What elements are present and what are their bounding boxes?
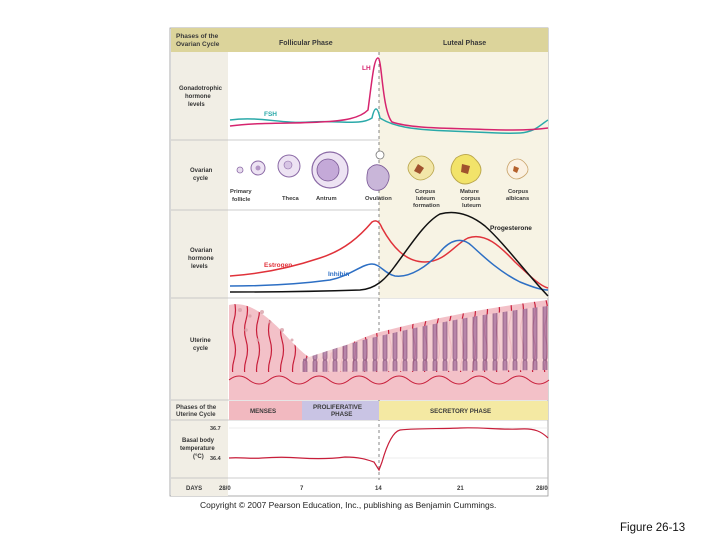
ovulation-follicle-icon xyxy=(366,164,390,191)
fsh-label: FSH xyxy=(264,111,277,118)
copyright-notice: Copyright © 2007 Pearson Education, Inc.… xyxy=(200,500,497,510)
day-tick-0: 28/0 xyxy=(219,486,231,492)
corpus-luteum-formation-label-2: luteum xyxy=(416,196,435,202)
figure-caption: Figure 26-13 xyxy=(620,522,686,534)
proliferative-bar xyxy=(302,401,379,420)
primary-follicle-label-1: Primary xyxy=(230,189,252,195)
estrogen-label: Estrogen xyxy=(264,262,292,269)
row-label-column xyxy=(171,52,228,496)
lh-label: LH xyxy=(362,65,371,72)
ovarian-hormone-label-2: hormone xyxy=(188,256,214,262)
corpus-albicans-label-2: albicans xyxy=(506,196,529,202)
temp-high-label: 36.7 xyxy=(210,426,221,432)
primary-follicle-label-2: follicle xyxy=(232,197,251,203)
secretory-label: SECRETORY PHASE xyxy=(430,408,491,415)
ovarian-illustrations xyxy=(236,150,529,191)
day-tick-14: 14 xyxy=(375,486,382,492)
mature-corpus-luteum-label-2: corpus xyxy=(461,196,480,202)
theca-label: Theca xyxy=(282,196,300,202)
phases-label-1: Phases of the xyxy=(176,33,219,40)
ovarian-hormone-label-3: levels xyxy=(191,264,208,270)
phases-label-2: Ovarian Cycle xyxy=(176,41,220,48)
proliferative-label-2: PHASE xyxy=(331,411,352,418)
proliferative-label-1: PROLIFERATIVE xyxy=(313,404,362,411)
ovulation-oocyte-icon xyxy=(375,150,385,160)
antrum-label: Antrum xyxy=(316,196,337,202)
uterine-lining-illustration xyxy=(228,300,550,400)
lh-curve xyxy=(229,57,549,131)
mature-corpus-luteum-label-1: Mature xyxy=(460,189,480,195)
temp-low-label: 36.4 xyxy=(210,456,222,462)
inhibin-curve xyxy=(229,239,549,291)
uterine-phases-label-2: Uterine Cycle xyxy=(176,411,216,418)
primary-follicle-small-icon xyxy=(236,166,244,174)
menses-label: MENSES xyxy=(250,408,276,415)
ovarian-cycle-label-1: Ovarian xyxy=(190,168,213,174)
gonadotrophic-label-2: hormone xyxy=(185,94,211,100)
day-tick-7: 7 xyxy=(300,486,304,492)
corpus-luteum-formation-label-3: formation xyxy=(413,203,440,209)
day-tick-21: 21 xyxy=(457,486,464,492)
ovarian-cycle-label-2: cycle xyxy=(193,176,209,182)
uterine-cycle-label-1: Uterine xyxy=(190,338,211,344)
progesterone-curve xyxy=(229,211,549,297)
ovarian-hormone-label-1: Ovarian xyxy=(190,248,213,254)
ovulation-label: Ovulation xyxy=(365,196,392,202)
inhibin-label: Inhibin xyxy=(328,271,349,278)
progesterone-label: Progesterone xyxy=(490,225,532,232)
days-label: DAYS xyxy=(186,486,202,492)
bbt-label-1: Basal body xyxy=(182,438,215,444)
uterine-cycle-label-2: cycle xyxy=(193,346,209,352)
uterine-phases-label-1: Phases of the xyxy=(176,404,217,411)
corpus-luteum-formation-label-1: Corpus xyxy=(415,189,435,195)
day-tick-28: 28/0 xyxy=(536,486,548,492)
corpus-albicans-label-1: Corpus xyxy=(508,189,528,195)
bbt-label-3: (°C) xyxy=(193,454,204,460)
menses-bar xyxy=(229,401,302,420)
bbt-curve xyxy=(228,427,549,472)
mature-corpus-luteum-label-3: luteum xyxy=(462,203,481,209)
bbt-label-2: temperature xyxy=(180,446,215,452)
gonadotrophic-label-1: Gonadotrophic xyxy=(179,86,223,92)
header-row xyxy=(171,28,548,52)
luteal-phase-label: Luteal Phase xyxy=(443,40,486,47)
secretory-bar xyxy=(379,401,548,420)
gonadotrophic-label-3: levels xyxy=(188,102,205,108)
ovarian-labels: Primary follicle Theca Antrum Ovulation … xyxy=(230,189,529,209)
estrogen-curve xyxy=(229,220,549,289)
follicular-phase-label: Follicular Phase xyxy=(279,40,333,47)
